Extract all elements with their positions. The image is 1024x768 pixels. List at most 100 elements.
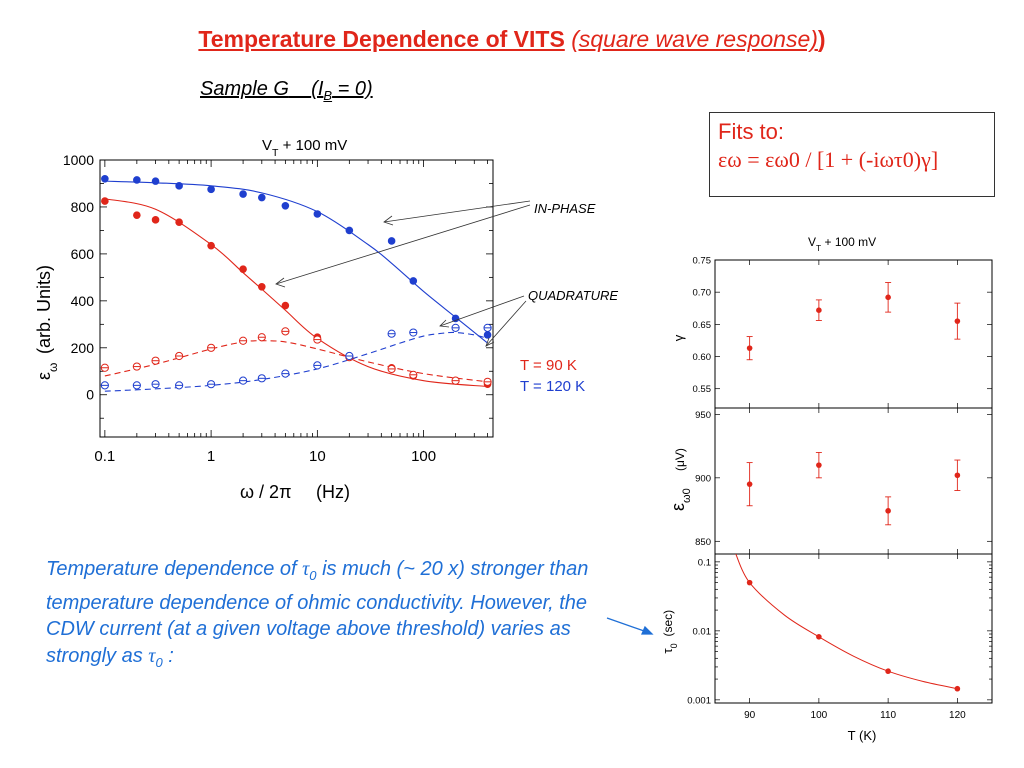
title-close: ): [817, 26, 826, 52]
panel-ytick-label: 950: [695, 410, 711, 421]
fits-formula: εω = εω0 / [1 + (-iωτ0)γ]: [718, 147, 939, 172]
data-point-in-phase: [409, 277, 418, 285]
arrowhead-quad-blue: [439, 319, 450, 328]
y-tick-label: 1000: [63, 152, 94, 168]
main-plot-frame: [99, 159, 494, 438]
slide-title: Temperature Dependence of VITS (square w…: [0, 26, 1024, 53]
panel-ytick-label: 0.01: [693, 626, 712, 637]
annotation-in-phase: IN-PHASE: [534, 201, 596, 216]
panel-ylabel-eps0: εω0 (μV): [668, 448, 693, 511]
data-point-eps0: [954, 472, 961, 479]
side-plot: VT + 100 mV 0.55 0.60 0.65 0.70 0.75 γ 850 900 95…: [660, 235, 993, 743]
data-point-in-phase: [345, 226, 354, 235]
data-point-in-phase: [239, 190, 247, 198]
data-point-in-phase: [483, 331, 492, 339]
sample-name: Sample G: [200, 78, 289, 100]
panel-ytick-label: 0.1: [698, 557, 711, 568]
data-point-in-phase: [175, 182, 183, 190]
data-point-in-phase: [151, 177, 160, 185]
data-point-gamma: [885, 294, 891, 301]
fit-curve-in-phase-T90K: [104, 198, 488, 388]
y-tick-label: 0: [86, 387, 94, 403]
data-point-gamma: [954, 318, 961, 324]
panel-ytick-label: 0.60: [693, 352, 712, 363]
side-chart-title: VT + 100 mV: [808, 235, 876, 253]
data-point-in-phase: [281, 301, 290, 310]
fits-title: Fits to:: [718, 119, 785, 144]
side-xtick-label: 120: [949, 710, 966, 721]
main-chart-title: VT + 100 mV: [262, 137, 347, 159]
side-xtick-label: 100: [811, 710, 828, 721]
data-point-eps0: [746, 481, 753, 487]
data-point-in-phase: [281, 201, 290, 210]
data-point-in-phase: [133, 211, 141, 219]
sample-cond-end: = 0): [332, 78, 373, 100]
panel-frame-tau0: [714, 553, 993, 704]
data-point-in-phase: [257, 193, 266, 202]
data-point-in-phase: [257, 282, 266, 291]
x-tick-label: 0.1: [94, 448, 115, 465]
y-tick-label: 200: [71, 340, 95, 356]
panel-ylabel-tau0-sym: τ0: [660, 643, 679, 653]
panel-ytick-label: 0.65: [693, 320, 712, 331]
data-point-eps0: [816, 462, 822, 468]
fit-curve-quadrature-T90K: [104, 340, 488, 383]
panel-ytick-label: 0.001: [687, 695, 711, 706]
legend-90k: T = 90 K: [520, 357, 577, 374]
x-tick-label: 10: [309, 448, 326, 465]
data-point-eps0: [885, 508, 891, 514]
y-axis-symbol: εω: [34, 363, 60, 380]
panel-ylabel-eps0-sym: εω0: [668, 488, 693, 511]
side-xtick-label: 110: [880, 710, 896, 721]
sample-label: Sample G (IB = 0): [200, 78, 373, 103]
panel-frame-eps0: [714, 407, 993, 555]
panel-ytick-label: 850: [695, 537, 711, 548]
data-point-in-phase: [207, 185, 215, 194]
arrowhead-in-phase-blue: [383, 215, 394, 226]
panel-ytick-label: 0.55: [693, 384, 712, 395]
arrowhead-quad-red: [485, 337, 495, 347]
panel-ylabel-eps0-unit: (μV): [673, 448, 687, 471]
data-point-in-phase: [133, 176, 141, 184]
panel-ylabel-tau0-unit: (sec): [661, 610, 675, 637]
note-arrow: [606, 617, 648, 633]
data-point-in-phase: [207, 241, 215, 250]
title-main: Temperature Dependence of VITS: [198, 26, 565, 52]
legend-120k: T = 120 K: [520, 378, 585, 395]
side-xtick-label: 90: [744, 710, 756, 721]
note-arrowhead: [641, 625, 654, 635]
data-point-gamma: [816, 307, 822, 313]
data-point-in-phase: [101, 174, 109, 183]
fit-curve-quadrature-T120K: [104, 331, 488, 392]
arrow-quad-red: [485, 300, 527, 347]
y-tick-label: 400: [71, 293, 95, 309]
data-point-tau0: [885, 668, 891, 675]
data-point-in-phase: [313, 210, 322, 218]
panel-ylabel-gamma: γ: [671, 334, 686, 341]
data-point-in-phase: [151, 216, 160, 224]
panel-ytick-label: 0.70: [693, 288, 712, 299]
y-tick-label: 800: [71, 199, 95, 215]
fit-curve-in-phase-T120K: [104, 180, 488, 344]
x-axis-label: ω / 2π: [240, 482, 292, 502]
data-point-gamma: [746, 345, 753, 351]
data-point-in-phase: [101, 197, 109, 205]
sample-cond-sub: B: [323, 88, 333, 103]
panel-ytick-label: 900: [695, 473, 711, 484]
y-tick-label: 600: [71, 246, 95, 262]
data-point-tau0: [954, 685, 961, 692]
x-axis-unit: (Hz): [316, 482, 350, 502]
panel-ylabel-tau0: τ0 (sec): [660, 610, 679, 654]
data-point-in-phase: [239, 265, 247, 273]
y-axis-label: εω (arb. Units): [34, 265, 60, 380]
fits-box: Fits to: εω = εω0 / [1 + (-iωτ0)γ]: [709, 112, 995, 197]
annotation-quadrature: QUADRATURE: [528, 288, 618, 303]
arrow-in-phase-blue: [383, 200, 531, 223]
title-sub: (square wave response): [571, 26, 818, 52]
data-point-in-phase: [175, 218, 183, 227]
arrow-quad-blue: [439, 295, 525, 327]
data-point-tau0: [746, 579, 753, 586]
tau0-fit-curve: [735, 554, 958, 690]
